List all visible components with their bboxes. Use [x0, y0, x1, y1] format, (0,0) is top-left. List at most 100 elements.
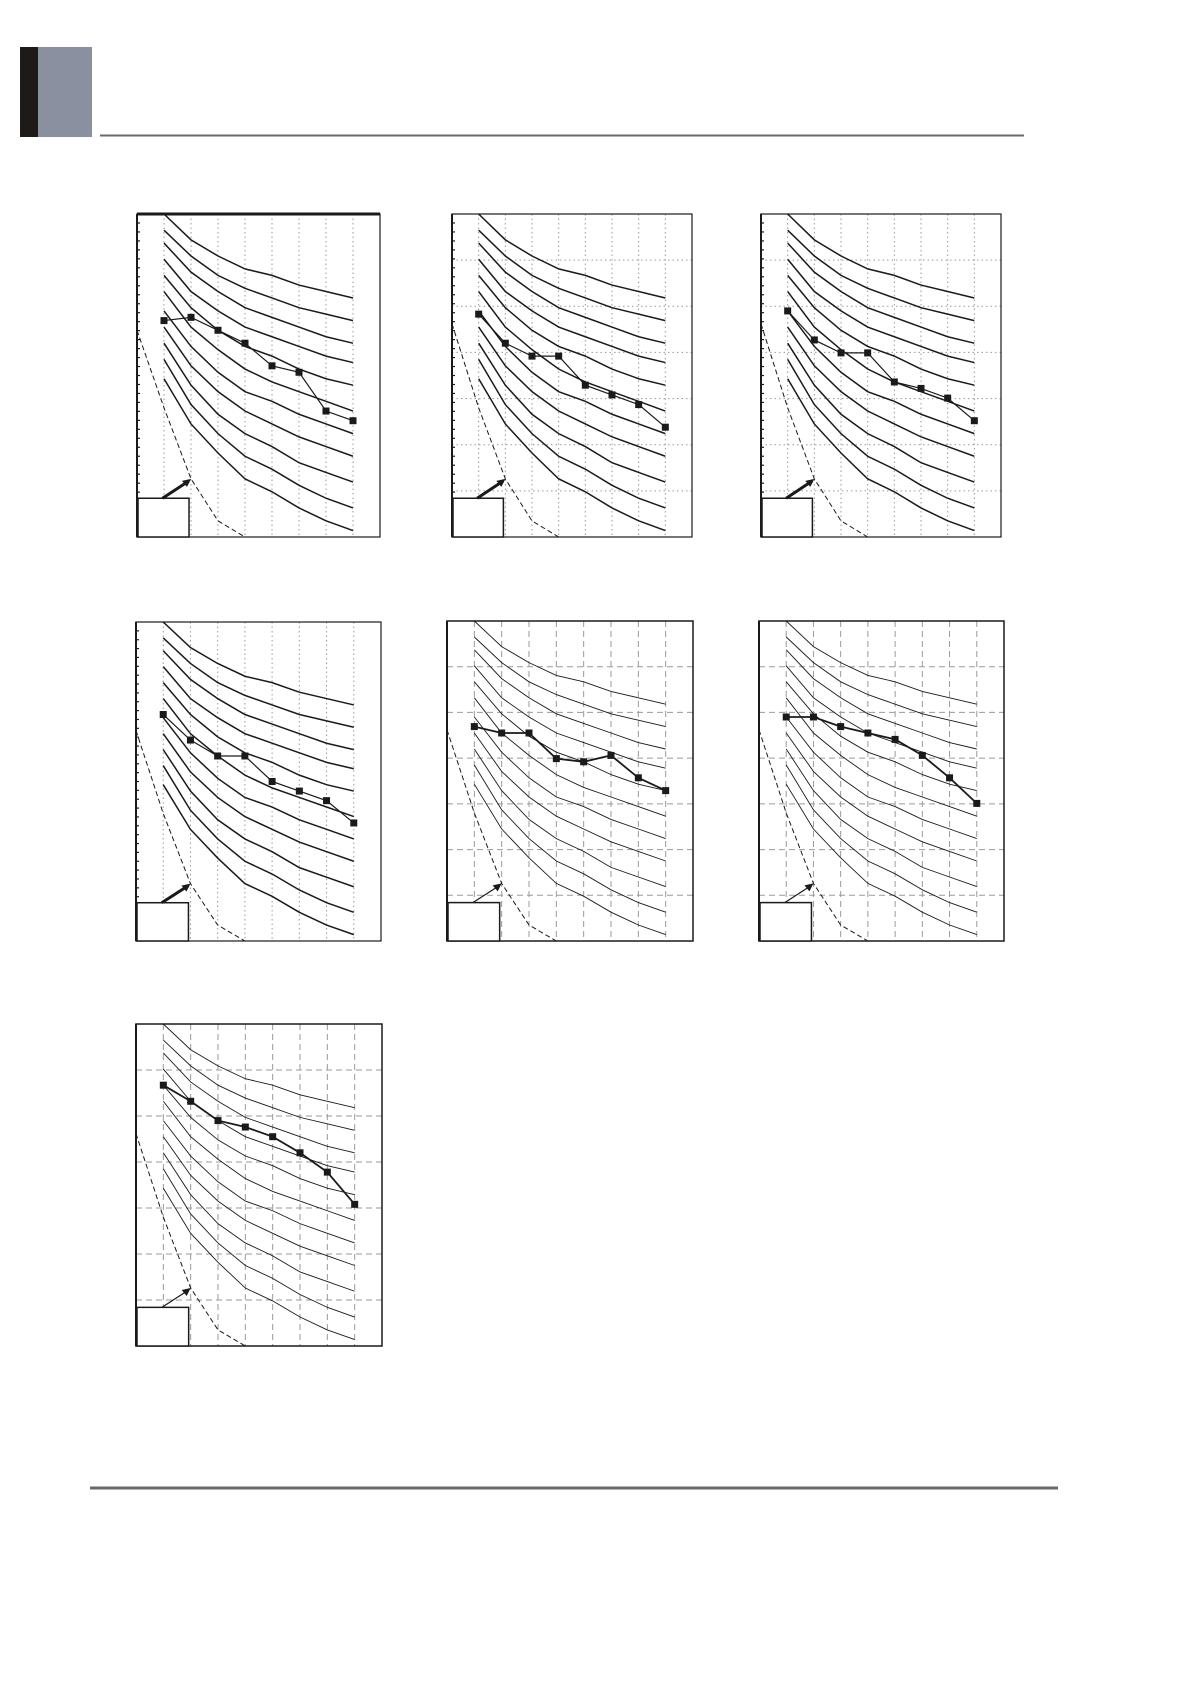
- series-marker: [214, 1117, 222, 1125]
- series-marker: [917, 384, 925, 392]
- curve-line: [162, 1084, 355, 1196]
- series-marker: [501, 339, 509, 347]
- series-marker: [918, 751, 926, 759]
- curve-line: [785, 636, 977, 728]
- series-marker: [470, 723, 478, 731]
- series-marker: [810, 336, 818, 344]
- curve-line: [478, 213, 666, 299]
- curve-line: [473, 716, 666, 840]
- arrow-head-icon: [804, 883, 814, 892]
- chart-1: [136, 212, 381, 538]
- curve-line: [162, 698, 355, 818]
- curve-line: [785, 764, 977, 913]
- curve-line: [787, 342, 975, 483]
- curve-line: [163, 1023, 355, 1109]
- series-marker: [323, 1168, 331, 1176]
- curve-line: [473, 665, 666, 769]
- series-marker: [186, 736, 194, 744]
- series-marker: [296, 1149, 304, 1157]
- series-marker: [891, 735, 899, 743]
- series-marker: [635, 401, 643, 409]
- series-marker: [160, 317, 168, 325]
- chart-4: [135, 621, 382, 942]
- series-marker: [350, 819, 358, 827]
- curve-line: [478, 342, 666, 483]
- series-marker: [970, 417, 978, 425]
- series-marker: [946, 774, 954, 782]
- curve-line: [163, 242, 354, 344]
- curve-line: [478, 378, 666, 532]
- series-line: [787, 310, 975, 422]
- chart-6: [758, 620, 1005, 942]
- series-line: [162, 714, 355, 824]
- chart-7: [135, 1023, 383, 1347]
- series-marker: [475, 310, 483, 318]
- series-marker: [837, 349, 845, 357]
- curve-line: [162, 1187, 355, 1340]
- curve-line: [478, 326, 666, 457]
- arrow-head-icon: [496, 478, 506, 487]
- series-marker: [241, 1123, 249, 1131]
- curve-line: [162, 650, 354, 751]
- curve-line: [162, 637, 354, 729]
- arrow-head-icon: [805, 478, 815, 487]
- curve-line: [162, 1101, 355, 1221]
- series-marker: [268, 362, 276, 370]
- curve-line: [163, 1052, 355, 1154]
- curve-line: [163, 274, 354, 386]
- header-dark-bar: [20, 47, 38, 137]
- series-marker: [269, 1133, 277, 1141]
- curve-line: [785, 732, 977, 862]
- curve-line: [163, 342, 354, 483]
- curve-line: [478, 274, 666, 386]
- series-marker: [784, 307, 792, 315]
- curve-line: [162, 765, 355, 913]
- series-line: [474, 725, 667, 792]
- curve-line: [787, 310, 975, 435]
- curve-line: [163, 229, 354, 322]
- series-marker: [159, 1081, 167, 1089]
- curve-line: [473, 732, 666, 862]
- curve-line: [162, 682, 354, 792]
- series-marker: [552, 755, 560, 763]
- series-marker: [241, 339, 249, 347]
- series-line: [163, 316, 354, 422]
- series-marker: [944, 394, 952, 402]
- curve-line: [163, 358, 354, 509]
- curve-line: [478, 229, 666, 322]
- series-marker: [580, 758, 588, 766]
- curve-line: [785, 748, 977, 888]
- series-marker: [890, 378, 898, 386]
- callout-box: [447, 901, 501, 942]
- curve-line: [785, 716, 977, 840]
- curve-line: [473, 764, 666, 913]
- callout-box: [761, 497, 814, 538]
- callout-box: [452, 497, 505, 538]
- curve-line: [785, 665, 977, 769]
- series-marker: [295, 368, 303, 376]
- curve-line: [162, 621, 354, 706]
- curve-line: [473, 697, 666, 817]
- curve-line: [162, 1136, 355, 1266]
- chart-3: [760, 213, 1002, 538]
- series-marker: [159, 711, 167, 719]
- curve-line: [162, 1152, 355, 1292]
- curve-line: [163, 213, 354, 299]
- curve-line: [474, 636, 666, 728]
- curve-line: [473, 783, 666, 936]
- callout-box: [137, 497, 190, 538]
- curve-line: [162, 1068, 355, 1173]
- series-marker: [555, 352, 563, 360]
- arrow-head-icon: [492, 883, 502, 892]
- series-marker: [349, 417, 357, 425]
- curve-line: [787, 258, 975, 364]
- curve-line: [162, 784, 355, 936]
- curve-line: [478, 358, 666, 509]
- arrow-head-icon: [181, 883, 191, 892]
- dashed-boundary-curve: [136, 330, 246, 538]
- series-marker: [864, 349, 872, 357]
- callout-box: [136, 901, 190, 942]
- curve-line: [478, 258, 666, 364]
- curve-line: [163, 326, 354, 457]
